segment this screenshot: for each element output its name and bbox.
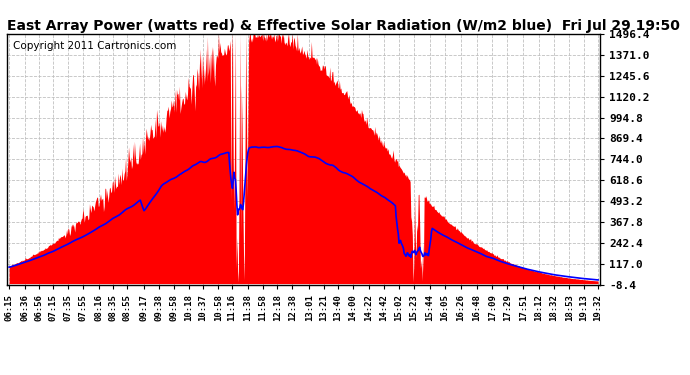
Text: East Array Power (watts red) & Effective Solar Radiation (W/m2 blue)  Fri Jul 29: East Array Power (watts red) & Effective…	[7, 19, 680, 33]
Text: Copyright 2011 Cartronics.com: Copyright 2011 Cartronics.com	[13, 41, 176, 51]
